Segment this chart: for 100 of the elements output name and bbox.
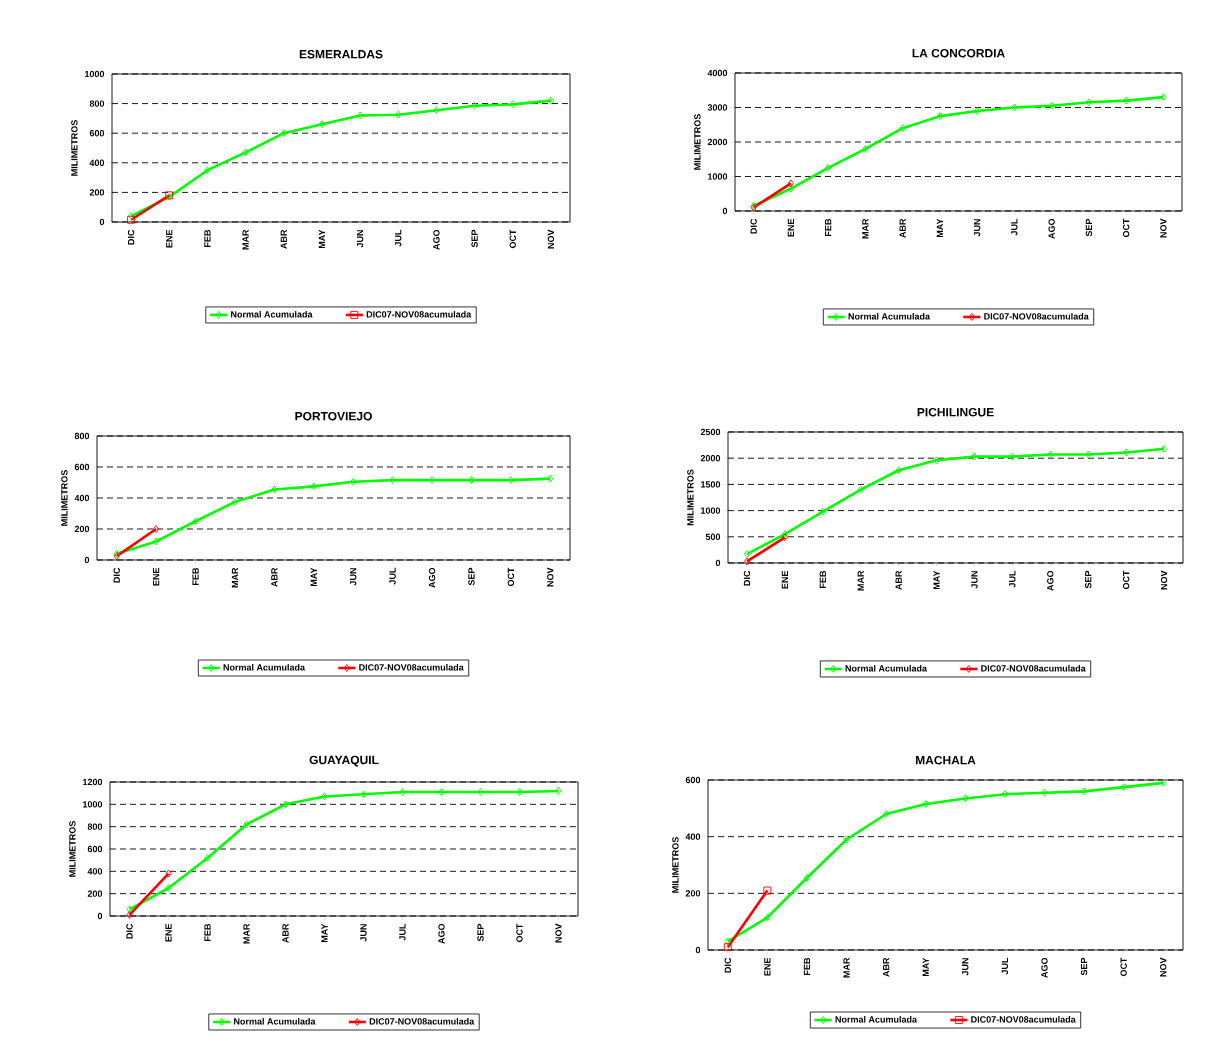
point [516, 788, 523, 796]
x-tick-label: OCT [516, 923, 523, 943]
point [547, 96, 554, 105]
point [974, 107, 981, 115]
point [357, 111, 364, 120]
y-tick-label: 0 [99, 218, 105, 226]
x-tick-label: MAY [922, 957, 929, 977]
legend-label: DIC07-NOV08acumulada [981, 664, 1086, 672]
point [1047, 450, 1054, 459]
x-tick-label: SEP [1085, 218, 1093, 237]
legend-label: DIC07-NOV08acumulada [366, 310, 472, 318]
point [399, 788, 406, 796]
x-tick-label: MAY [933, 570, 940, 590]
x-tick-label: OCT [1122, 570, 1130, 590]
legend-label: Normal Acumulada [835, 1016, 918, 1023]
point [509, 100, 516, 109]
point [1123, 448, 1130, 457]
x-tick-label: OCT [507, 567, 515, 587]
y-axis-title: MILIMETROS [71, 120, 78, 176]
y-tick-label: 0 [722, 207, 728, 215]
point [1085, 98, 1092, 107]
point [318, 120, 325, 129]
y-tick-label: 1500 [701, 481, 721, 488]
y-tick-label: 600 [89, 130, 105, 137]
chart-title: PICHILINGUE [917, 407, 994, 417]
point [899, 124, 906, 133]
point [857, 485, 864, 494]
y-tick-label: 0 [84, 556, 90, 564]
y-tick-label: 0 [715, 559, 721, 567]
y-tick-label: 800 [74, 432, 90, 440]
point [1011, 103, 1018, 112]
x-tick-label: ENE [787, 218, 794, 237]
x-tick-label: ENE [165, 923, 172, 942]
x-tick-label: MAR [862, 218, 869, 239]
x-tick-label: DIC [127, 229, 135, 245]
point [1009, 452, 1016, 461]
x-tick-label: OCT [1120, 957, 1127, 977]
y-tick-label: 200 [685, 890, 701, 897]
x-tick-label: OCT [509, 229, 516, 249]
point [126, 905, 133, 914]
x-tick-label: JUL [1009, 570, 1016, 588]
chart-title: ESMERALDAS [299, 49, 383, 59]
y-tick-label: 0 [695, 946, 701, 954]
point [192, 517, 199, 526]
point [310, 482, 317, 491]
x-tick-label: MAY [936, 218, 943, 238]
x-tick-label: ENE [781, 570, 788, 589]
chart-title: PORTOVIEJO [295, 411, 372, 421]
point [819, 507, 826, 516]
x-tick-label: ENE [153, 567, 160, 586]
y-tick-label: 1000 [85, 70, 105, 78]
legend-label: DIC07-NOV08acumulada [971, 1016, 1076, 1023]
point [1001, 790, 1008, 799]
point [922, 800, 929, 809]
x-tick-label: JUL [1011, 218, 1018, 236]
point [1048, 101, 1055, 110]
point [395, 110, 402, 119]
point [764, 913, 771, 922]
x-tick-label: FEB [192, 567, 199, 585]
legend-label: Normal Acumulada [223, 663, 306, 671]
x-tick-label: JUN [360, 924, 367, 942]
x-tick-label: MAR [243, 923, 250, 944]
x-tick-label: JUN [962, 958, 969, 976]
y-axis-title: MILIMETROS [69, 821, 76, 877]
x-tick-label: MAY [321, 923, 328, 943]
x-tick-label: DIC [724, 957, 731, 973]
x-tick-label: MAR [843, 957, 850, 978]
point [933, 456, 940, 465]
point [743, 550, 751, 559]
x-tick-label: FEB [803, 957, 811, 975]
x-tick-label: NOV [1160, 957, 1167, 977]
x-tick-label: JUL [399, 923, 406, 941]
x-tick-label: ABR [282, 923, 289, 943]
x-tick-label: NOV [1160, 570, 1168, 590]
point [723, 943, 732, 952]
point [204, 853, 211, 862]
point [231, 497, 239, 506]
x-tick-label: DIC [126, 923, 133, 939]
y-tick-label: 200 [89, 189, 105, 196]
point [971, 452, 978, 461]
point [242, 148, 249, 157]
x-tick-label: JUN [973, 219, 981, 237]
point [1041, 788, 1048, 797]
x-tick-label: ABR [271, 567, 278, 587]
point [282, 800, 289, 809]
point [547, 474, 554, 483]
x-tick-label: NOV [547, 567, 554, 587]
x-tick-label: OCT [1122, 218, 1130, 238]
legend-label: Normal Acumulada [845, 664, 928, 672]
x-tick-label: NOV [555, 923, 562, 943]
chart-title: MACHALA [915, 755, 976, 765]
x-tick-label: ABR [280, 229, 287, 249]
point [271, 485, 278, 494]
point [471, 101, 478, 110]
x-tick-label: ABR [895, 570, 902, 590]
legend-label: Normal Acumulada [848, 312, 931, 320]
x-tick-label: NOV [1160, 218, 1167, 238]
point [936, 112, 943, 121]
point [1120, 783, 1127, 792]
point [1085, 450, 1092, 459]
